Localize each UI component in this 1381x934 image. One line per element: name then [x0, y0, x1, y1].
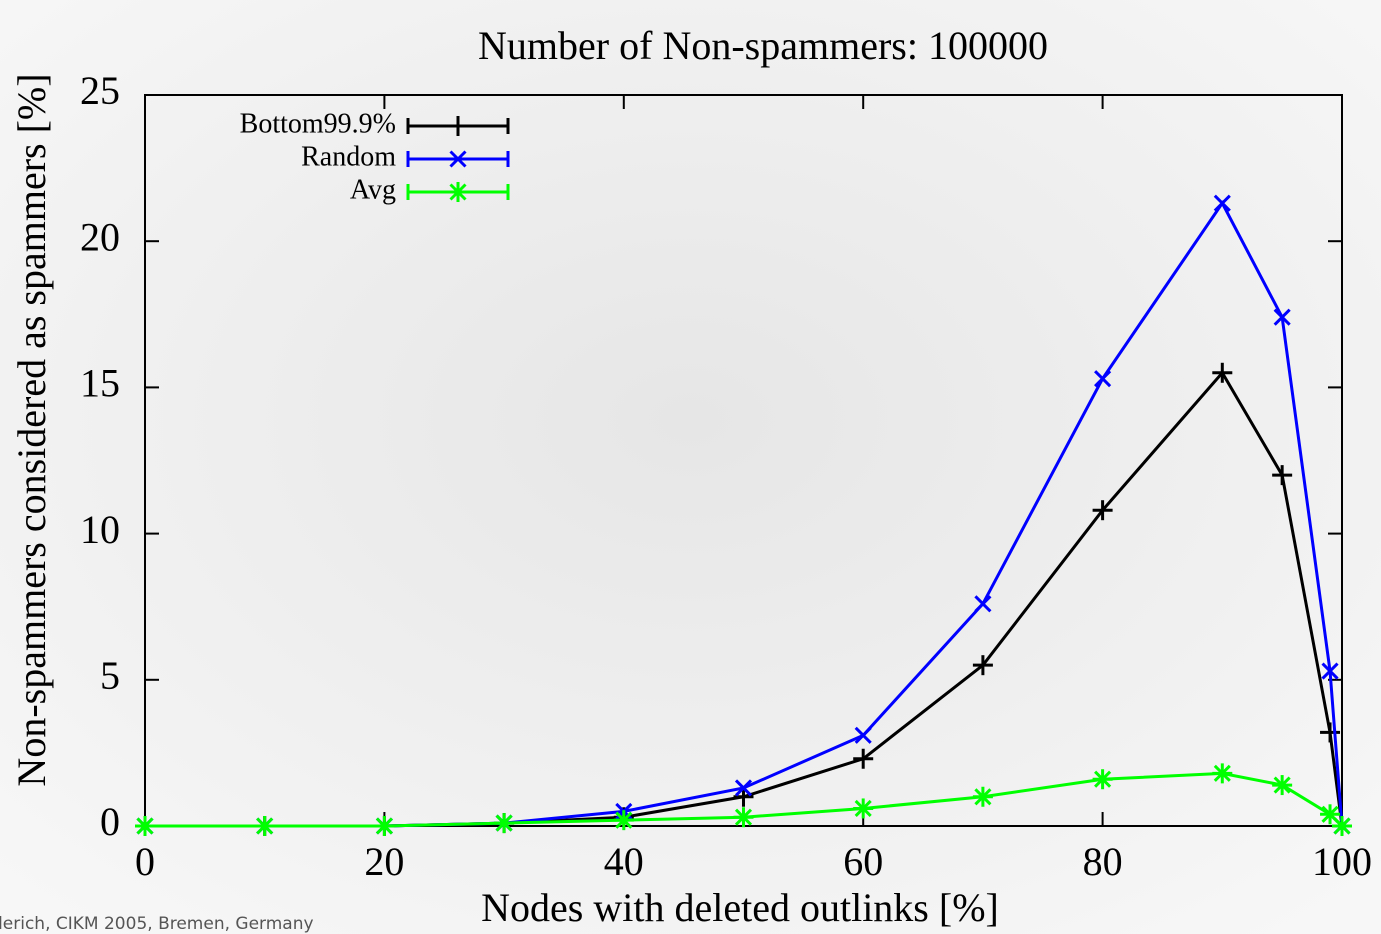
x-tick-label: 80: [1083, 839, 1123, 884]
chart-title: Number of Non-spammers: 100000: [478, 23, 1048, 68]
legend-label: Bottom99.9%: [240, 108, 396, 139]
y-tick-label: 15: [80, 361, 120, 406]
marker: [1212, 763, 1232, 783]
page: {"chart_data": {"type": "line", "title":…: [0, 0, 1381, 934]
y-axis-label: Non-spammers considered as spammers [%]: [9, 73, 54, 786]
x-axis-label: Nodes with deleted outlinks [%]: [481, 885, 999, 930]
y-tick-label: 20: [80, 214, 120, 259]
y-tick-label: 25: [80, 68, 120, 113]
legend-marker: [448, 182, 468, 202]
y-tick-label: 0: [100, 799, 120, 844]
marker: [135, 816, 155, 836]
y-tick-label: 5: [100, 653, 120, 698]
marker: [614, 810, 634, 830]
marker: [494, 813, 514, 833]
x-tick-label: 60: [843, 839, 883, 884]
marker: [973, 787, 993, 807]
background: [0, 0, 1381, 934]
x-tick-label: 100: [1312, 839, 1372, 884]
marker: [853, 798, 873, 818]
marker: [1272, 775, 1292, 795]
chart: Number of Non-spammers: 100000 Nodes wit…: [0, 0, 1381, 934]
x-tick-label: 0: [135, 839, 155, 884]
marker: [1332, 816, 1352, 836]
footer: derich, CIKM 2005, Bremen, Germany: [0, 914, 314, 934]
marker: [255, 816, 275, 836]
x-tick-label: 40: [604, 839, 644, 884]
marker: [734, 807, 754, 827]
legend-label: Random: [301, 141, 396, 172]
marker: [1093, 769, 1113, 789]
legend-label: Avg: [350, 174, 396, 205]
marker: [374, 816, 394, 836]
x-tick-label: 20: [364, 839, 404, 884]
y-tick-label: 10: [80, 507, 120, 552]
